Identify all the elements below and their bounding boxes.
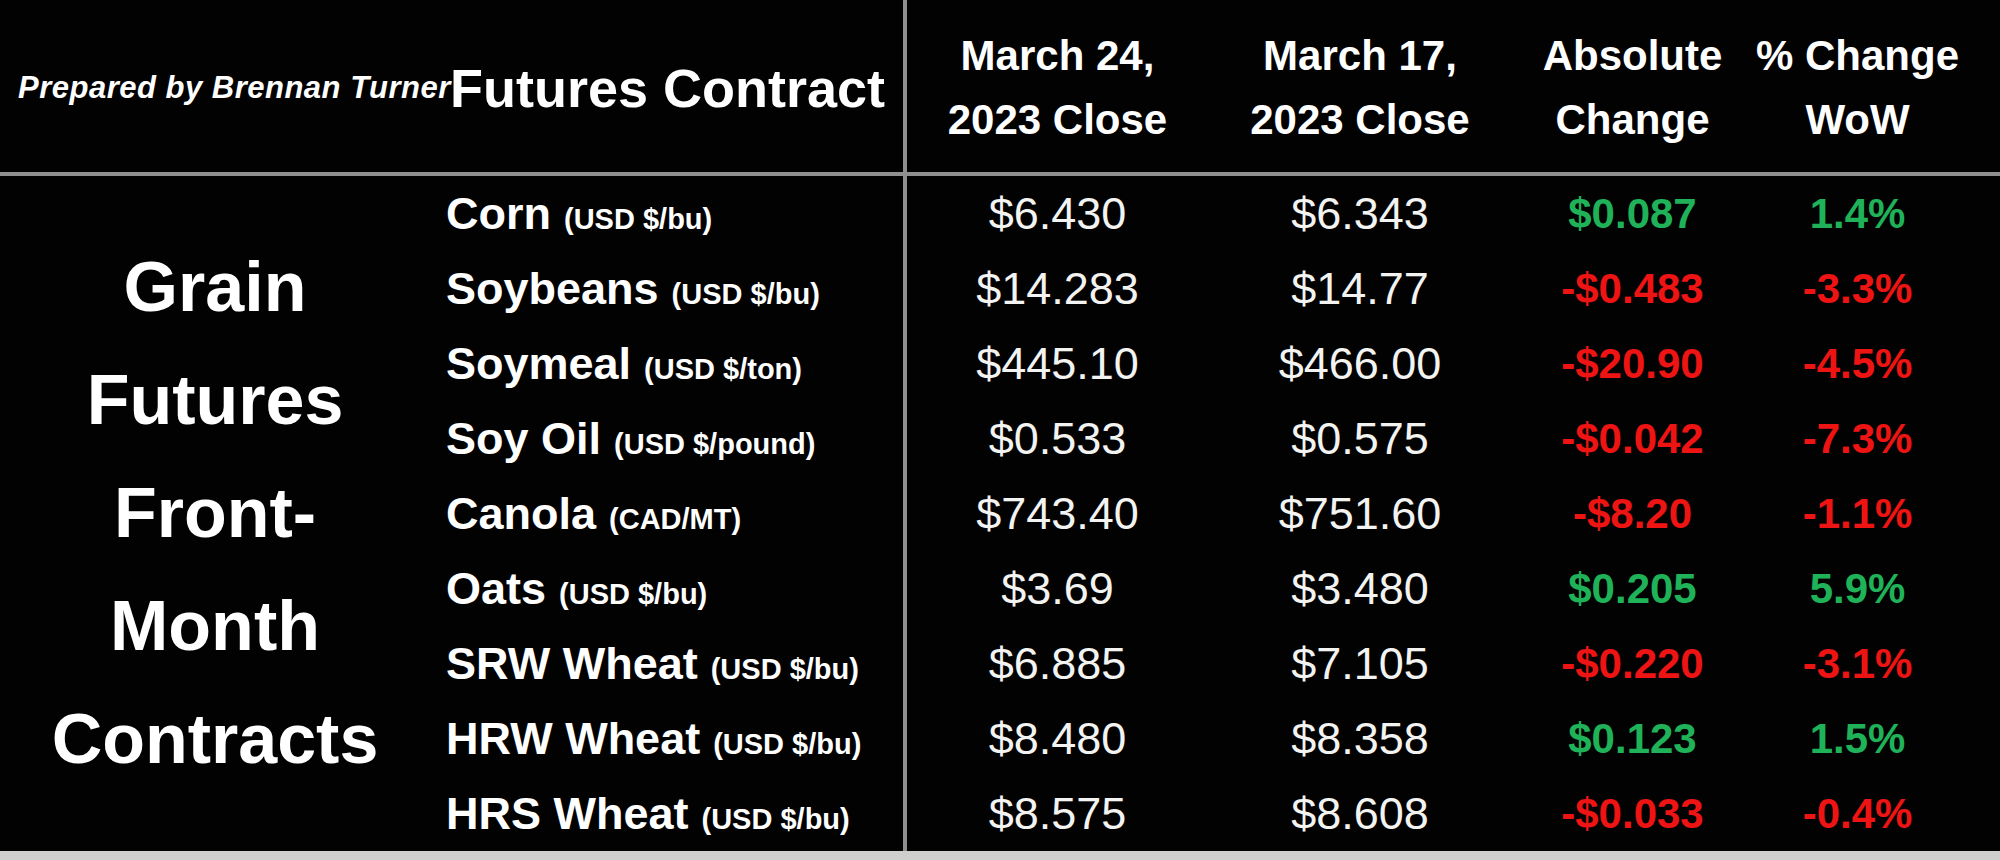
- column-header-line: 2023 Close: [1250, 96, 1469, 143]
- page-title: Grain Futures Front- Month Contracts: [0, 176, 430, 851]
- column-header-absolute-change: Absolute Change: [1510, 24, 1755, 152]
- contract-unit: (CAD/MT): [609, 503, 741, 536]
- table-row-srw-wheat: SRW Wheat (USD $/bu) $6.885 $7.105 -$0.2…: [430, 626, 2000, 701]
- column-header-line: March 17,: [1263, 32, 1457, 79]
- table-row-oats: Oats (USD $/bu) $3.69 $3.480 $0.205 5.9%: [430, 551, 2000, 626]
- table-row-soy-oil: Soy Oil (USD $/pound) $0.533 $0.575 -$0.…: [430, 401, 2000, 476]
- contract-name: Soybeans: [446, 263, 659, 315]
- absolute-change-value: $0.205: [1510, 565, 1755, 613]
- close-march-24: $8.480: [905, 713, 1210, 765]
- contract-unit: (USD $/bu): [564, 203, 712, 236]
- prepared-by-credit: Prepared by Brennan Turner: [0, 70, 430, 106]
- absolute-change-value: $0.087: [1510, 190, 1755, 238]
- absolute-change-value: -$0.042: [1510, 415, 1755, 463]
- contract-unit: (USD $/bu): [559, 578, 707, 611]
- column-header-line: Absolute: [1543, 32, 1723, 79]
- title-line: Front-: [0, 457, 430, 570]
- vertical-divider: [903, 0, 907, 860]
- pct-change-wow-value: -1.1%: [1755, 490, 2000, 538]
- contract-unit: (USD $/ton): [644, 353, 802, 386]
- column-header-pct-change-wow: % Change WoW: [1755, 24, 2000, 152]
- contract-cell: Oats (USD $/bu): [430, 563, 905, 615]
- contract-name: HRW Wheat: [446, 713, 700, 765]
- column-header-line: WoW: [1805, 96, 1909, 143]
- absolute-change-value: -$8.20: [1510, 490, 1755, 538]
- pct-change-wow-value: 1.5%: [1755, 715, 2000, 763]
- column-header-line: % Change: [1756, 32, 1959, 79]
- close-march-24: $743.40: [905, 488, 1210, 540]
- table-body: Grain Futures Front- Month Contracts Cor…: [0, 176, 2000, 851]
- contract-cell: HRS Wheat (USD $/bu): [430, 788, 905, 840]
- close-march-17: $7.105: [1210, 638, 1510, 690]
- contract-unit: (USD $/bu): [702, 803, 850, 836]
- close-march-17: $14.77: [1210, 263, 1510, 315]
- column-header-line: March 24,: [961, 32, 1155, 79]
- contract-name: HRS Wheat: [446, 788, 689, 840]
- column-header-line: 2023 Close: [948, 96, 1167, 143]
- contract-cell: Soybeans (USD $/bu): [430, 263, 905, 315]
- contract-cell: SRW Wheat (USD $/bu): [430, 638, 905, 690]
- close-march-17: $8.608: [1210, 788, 1510, 840]
- table-row-hrs-wheat: HRS Wheat (USD $/bu) $8.575 $8.608 -$0.0…: [430, 776, 2000, 851]
- bottom-border-bar: [0, 851, 2000, 860]
- absolute-change-value: $0.123: [1510, 715, 1755, 763]
- contract-name: Canola: [446, 488, 596, 540]
- grain-futures-table: Prepared by Brennan Turner Futures Contr…: [0, 0, 2000, 860]
- close-march-17: $8.358: [1210, 713, 1510, 765]
- contract-name: SRW Wheat: [446, 638, 698, 690]
- pct-change-wow-value: -3.1%: [1755, 640, 2000, 688]
- pct-change-wow-value: -3.3%: [1755, 265, 2000, 313]
- column-header-line: Change: [1555, 96, 1709, 143]
- contract-name: Oats: [446, 563, 546, 615]
- title-line: Futures: [0, 344, 430, 457]
- contract-cell: Canola (CAD/MT): [430, 488, 905, 540]
- close-march-24: $445.10: [905, 338, 1210, 390]
- title-line: Contracts: [0, 683, 430, 796]
- title-line: Grain: [0, 231, 430, 344]
- contract-unit: (USD $/pound): [614, 428, 815, 461]
- table-header: Prepared by Brennan Turner Futures Contr…: [0, 0, 2000, 176]
- title-line: Month: [0, 570, 430, 683]
- pct-change-wow-value: -7.3%: [1755, 415, 2000, 463]
- close-march-17: $6.343: [1210, 188, 1510, 240]
- pct-change-wow-value: 5.9%: [1755, 565, 2000, 613]
- absolute-change-value: -$0.483: [1510, 265, 1755, 313]
- table-rows: Corn (USD $/bu) $6.430 $6.343 $0.087 1.4…: [430, 176, 2000, 851]
- close-march-17: $0.575: [1210, 413, 1510, 465]
- close-march-24: $3.69: [905, 563, 1210, 615]
- absolute-change-value: -$0.220: [1510, 640, 1755, 688]
- contract-cell: HRW Wheat (USD $/bu): [430, 713, 905, 765]
- close-march-17: $751.60: [1210, 488, 1510, 540]
- contract-cell: Soy Oil (USD $/pound): [430, 413, 905, 465]
- column-header-futures-contract: Futures Contract: [430, 57, 905, 119]
- column-header-march-24-close: March 24, 2023 Close: [905, 24, 1210, 152]
- absolute-change-value: -$0.033: [1510, 790, 1755, 838]
- close-march-24: $6.885: [905, 638, 1210, 690]
- close-march-24: $14.283: [905, 263, 1210, 315]
- contract-name: Corn: [446, 188, 551, 240]
- pct-change-wow-value: -4.5%: [1755, 340, 2000, 388]
- close-march-17: $466.00: [1210, 338, 1510, 390]
- table-row-soybeans: Soybeans (USD $/bu) $14.283 $14.77 -$0.4…: [430, 251, 2000, 326]
- close-march-24: $8.575: [905, 788, 1210, 840]
- table-row-hrw-wheat: HRW Wheat (USD $/bu) $8.480 $8.358 $0.12…: [430, 701, 2000, 776]
- contract-unit: (USD $/bu): [672, 278, 820, 311]
- close-march-24: $0.533: [905, 413, 1210, 465]
- pct-change-wow-value: -0.4%: [1755, 790, 2000, 838]
- table-row-soymeal: Soymeal (USD $/ton) $445.10 $466.00 -$20…: [430, 326, 2000, 401]
- table-row-canola: Canola (CAD/MT) $743.40 $751.60 -$8.20 -…: [430, 476, 2000, 551]
- contract-name: Soymeal: [446, 338, 631, 390]
- contract-unit: (USD $/bu): [711, 653, 859, 686]
- contract-cell: Soymeal (USD $/ton): [430, 338, 905, 390]
- close-march-17: $3.480: [1210, 563, 1510, 615]
- absolute-change-value: -$20.90: [1510, 340, 1755, 388]
- pct-change-wow-value: 1.4%: [1755, 190, 2000, 238]
- table-row-corn: Corn (USD $/bu) $6.430 $6.343 $0.087 1.4…: [430, 176, 2000, 251]
- contract-name: Soy Oil: [446, 413, 601, 465]
- column-header-march-17-close: March 17, 2023 Close: [1210, 24, 1510, 152]
- close-march-24: $6.430: [905, 188, 1210, 240]
- contract-cell: Corn (USD $/bu): [430, 188, 905, 240]
- header-divider: [0, 172, 2000, 176]
- contract-unit: (USD $/bu): [713, 728, 861, 761]
